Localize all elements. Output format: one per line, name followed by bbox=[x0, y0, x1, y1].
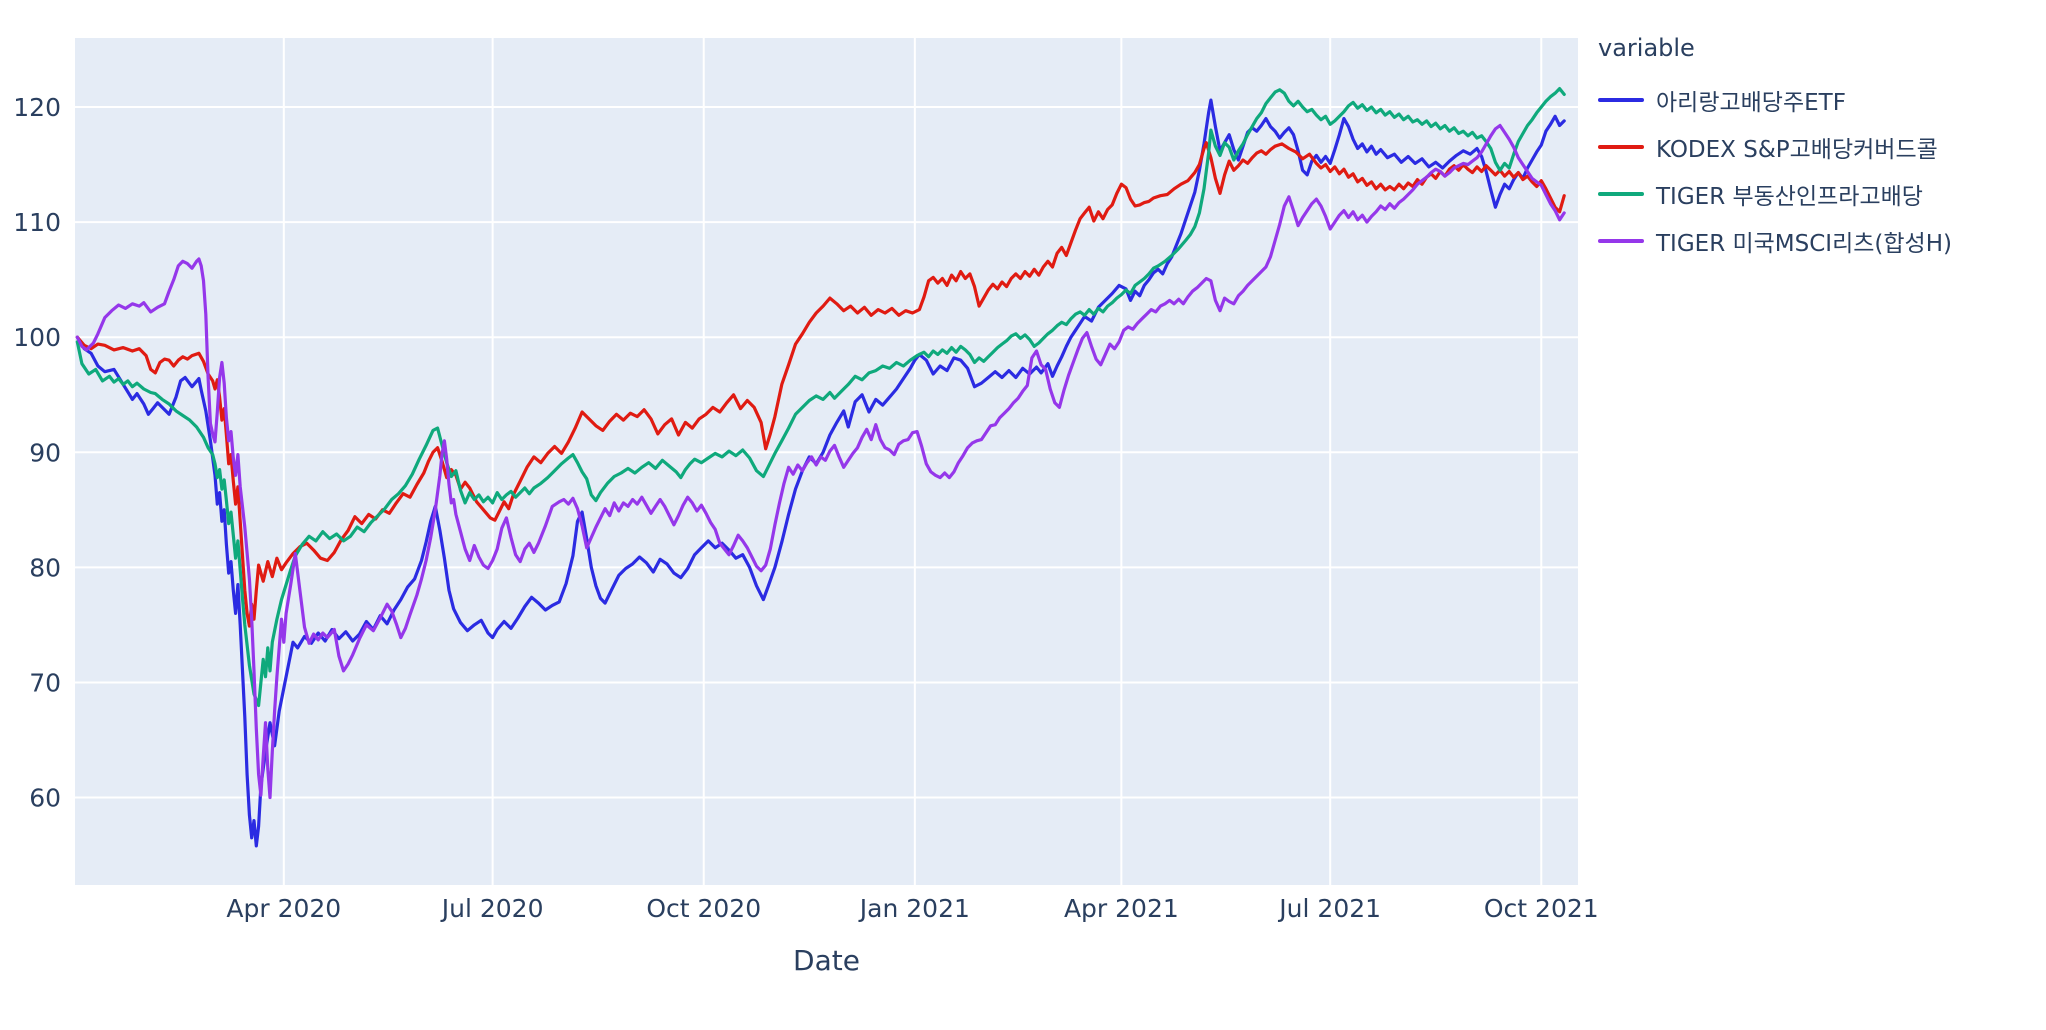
series-line-0 bbox=[75, 98, 1566, 848]
legend-item-label: 아리랑고배당주ETF bbox=[1656, 89, 1846, 116]
y-tick-label: 110 bbox=[13, 208, 61, 237]
x-tick-label: Oct 2020 bbox=[646, 894, 761, 923]
x-tick-label: Jul 2020 bbox=[440, 894, 544, 923]
x-tick-label: Oct 2021 bbox=[1484, 894, 1599, 923]
legend-item-3[interactable]: TIGER 미국MSCI리츠(합성H) bbox=[1598, 217, 1952, 264]
legend-item-label: TIGER 부동산인프라고배당 bbox=[1656, 183, 1923, 210]
series-line-3 bbox=[75, 123, 1566, 800]
legend-item-2[interactable]: TIGER 부동산인프라고배당 bbox=[1598, 170, 1952, 217]
y-tick-label: 80 bbox=[29, 553, 61, 582]
x-tick-label: Apr 2021 bbox=[1064, 894, 1179, 923]
legend-title: variable bbox=[1598, 34, 1695, 62]
x-axis-title: Date bbox=[793, 944, 860, 977]
y-tick-label: 70 bbox=[29, 668, 61, 697]
plot-area[interactable] bbox=[75, 38, 1578, 885]
legend-swatch-icon bbox=[1598, 238, 1644, 243]
y-tick-label: 90 bbox=[29, 438, 61, 467]
x-tick-label: Jan 2021 bbox=[858, 894, 970, 923]
tick-labels: 60 70 80 90 100 110 120 Apr 2020 Jul 2020 Oct 202… bbox=[13, 93, 1598, 923]
legend-item-0[interactable]: 아리랑고배당주ETF bbox=[1598, 76, 1952, 123]
x-tick-label: Jul 2021 bbox=[1277, 894, 1381, 923]
y-tick-label: 100 bbox=[13, 323, 61, 352]
legend-item-label: TIGER 미국MSCI리츠(합성H) bbox=[1656, 230, 1952, 257]
y-tick-label: 120 bbox=[13, 93, 61, 122]
legend: variable 아리랑고배당주ETF KODEX S&P고배당커버드콜 TIGER… bbox=[1598, 34, 1952, 264]
legend-swatch-icon bbox=[1598, 191, 1644, 196]
legend-item-label: KODEX S&P고배당커버드콜 bbox=[1656, 136, 1938, 163]
legend-swatch-icon bbox=[1598, 144, 1644, 149]
x-tick-label: Apr 2020 bbox=[226, 894, 341, 923]
legend-item-1[interactable]: KODEX S&P고배당커버드콜 bbox=[1598, 123, 1952, 170]
series-line-2 bbox=[75, 87, 1566, 708]
series-line-1 bbox=[75, 141, 1566, 628]
legend-items: 아리랑고배당주ETF KODEX S&P고배당커버드콜 TIGER 부동산인프라고배… bbox=[1598, 76, 1952, 264]
legend-swatch-icon bbox=[1598, 97, 1644, 102]
y-tick-label: 60 bbox=[29, 784, 61, 813]
